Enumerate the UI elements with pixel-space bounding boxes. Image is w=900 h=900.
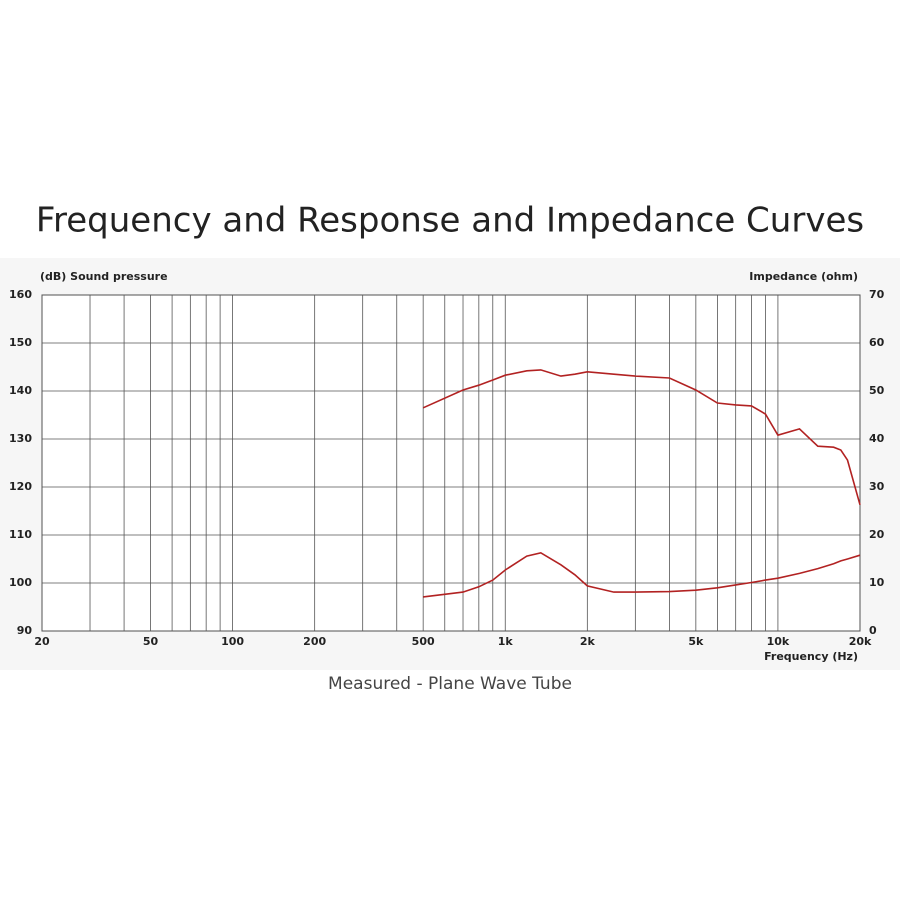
x-tick-label: 2k: [580, 635, 596, 648]
y2-tick-label: 50: [869, 384, 885, 397]
series-line: [422, 369, 861, 506]
y-tick-label: 150: [9, 336, 32, 349]
x-tick-label: 1k: [498, 635, 514, 648]
y-tick-label: 140: [9, 384, 32, 397]
y2-tick-label: 70: [869, 288, 885, 301]
caption: Measured - Plane Wave Tube: [328, 674, 572, 694]
chart-title: Frequency and Response and Impedance Cur…: [36, 201, 864, 241]
series-line: [423, 551, 861, 598]
y-tick-label: 90: [17, 624, 33, 637]
x-tick-label: 20: [34, 635, 50, 648]
y2-tick-label: 10: [869, 576, 885, 589]
plot-area: [41, 294, 861, 632]
y2-axis-label: Impedance (ohm): [749, 270, 858, 283]
x-tick-label: 10k: [767, 635, 790, 648]
x-axis-label: Frequency (Hz): [764, 650, 858, 663]
x-tick-label: 5k: [688, 635, 704, 648]
y2-tick-label: 40: [869, 432, 885, 445]
y-tick-label: 160: [9, 288, 32, 301]
y2-tick-label: 0: [869, 624, 877, 637]
y-tick-label: 130: [9, 432, 32, 445]
y-tick-label: 100: [9, 576, 32, 589]
x-tick-label: 100: [221, 635, 244, 648]
y2-tick-label: 60: [869, 336, 885, 349]
x-tick-label: 20k: [849, 635, 872, 648]
x-tick-label: 50: [143, 635, 159, 648]
x-tick-label: 500: [412, 635, 435, 648]
y-axis-label: (dB) Sound pressure: [40, 270, 168, 283]
y2-tick-label: 20: [869, 528, 885, 541]
x-tick-label: 200: [303, 635, 326, 648]
y2-tick-label: 30: [869, 480, 885, 493]
y-tick-label: 110: [9, 528, 32, 541]
y-tick-label: 120: [9, 480, 32, 493]
